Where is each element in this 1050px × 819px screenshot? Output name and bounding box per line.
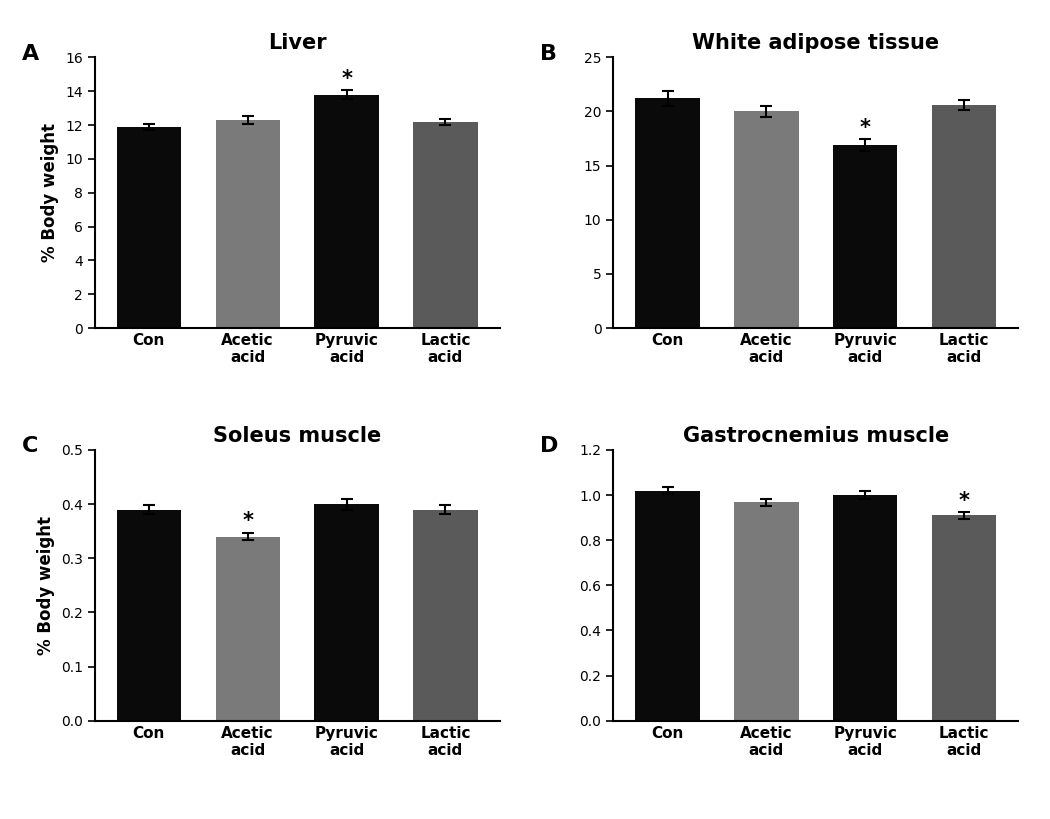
Text: B: B: [541, 43, 558, 64]
Text: *: *: [243, 511, 253, 532]
Bar: [734, 502, 799, 721]
Text: C: C: [22, 437, 38, 456]
Bar: [635, 491, 699, 721]
Text: A: A: [22, 43, 39, 64]
Title: Soleus muscle: Soleus muscle: [213, 426, 381, 446]
Text: D: D: [541, 437, 559, 456]
Bar: [932, 105, 996, 328]
Bar: [833, 145, 898, 328]
Title: White adipose tissue: White adipose tissue: [692, 33, 940, 53]
Bar: [833, 495, 898, 721]
Title: Gastrocnemius muscle: Gastrocnemius muscle: [682, 426, 949, 446]
Bar: [635, 98, 699, 328]
Bar: [414, 122, 478, 328]
Y-axis label: % Body weight: % Body weight: [37, 516, 56, 655]
Bar: [215, 120, 280, 328]
Bar: [932, 515, 996, 721]
Bar: [734, 111, 799, 328]
Bar: [414, 509, 478, 721]
Bar: [314, 94, 379, 328]
Bar: [117, 509, 181, 721]
Bar: [215, 536, 280, 721]
Title: Liver: Liver: [268, 33, 327, 53]
Text: *: *: [959, 491, 969, 511]
Bar: [314, 505, 379, 721]
Bar: [117, 127, 181, 328]
Y-axis label: % Body weight: % Body weight: [41, 123, 60, 262]
Text: *: *: [860, 118, 870, 138]
Text: *: *: [341, 69, 352, 88]
